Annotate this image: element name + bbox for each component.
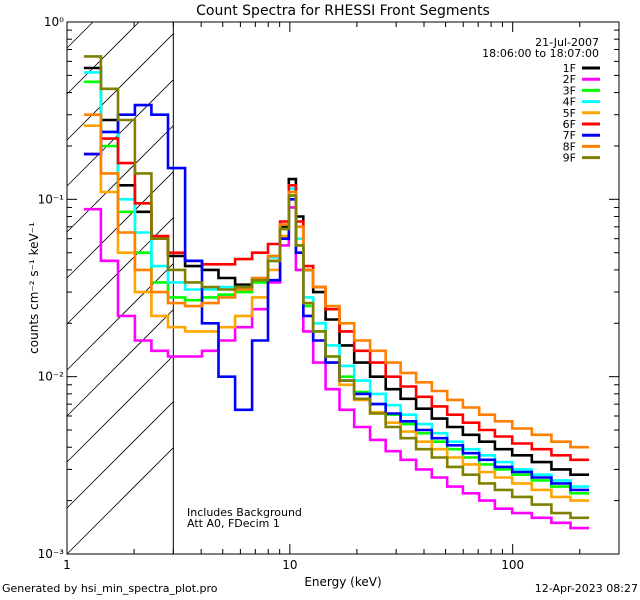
- legend-label-3F: 3F: [563, 84, 576, 97]
- series-line-8F: [83, 113, 590, 449]
- hatch-line: [66, 33, 174, 141]
- hatch-line: [66, 21, 140, 95]
- hatch-line: [66, 355, 174, 463]
- legend-label-9F: 9F: [563, 152, 576, 165]
- legend-label-2F: 2F: [563, 73, 576, 86]
- footer-timestamp: 12-Apr-2023 08:27: [534, 582, 638, 595]
- legend-label-8F: 8F: [563, 140, 576, 153]
- legend-label-7F: 7F: [563, 129, 576, 142]
- footer-generated-by: Generated by hsi_min_spectra_plot.pro: [2, 582, 218, 595]
- axes: 1 10 100 10⁰ 10⁻¹ 10⁻² 10⁻³: [38, 15, 620, 572]
- chart-title: Count Spectra for RHESSI Front Segments: [196, 3, 490, 19]
- series-line-7F: [83, 103, 590, 492]
- legend-label-4F: 4F: [563, 96, 576, 109]
- legend-label-6F: 6F: [563, 118, 576, 131]
- y-tick-label: 10⁻³: [38, 547, 65, 561]
- hatch-line: [66, 401, 174, 509]
- hatch-line: [66, 309, 174, 417]
- time-range-label: 18:06:00 to 18:07:00: [482, 47, 599, 60]
- annotation-attenuator: Att A0, FDecim 1: [187, 517, 280, 530]
- hatch-line: [66, 171, 174, 279]
- hatch-line: [66, 79, 174, 187]
- date-label: 21-Jul-2007: [535, 36, 599, 49]
- hatch-line: [66, 447, 174, 555]
- x-tick-label: 10: [282, 558, 297, 572]
- legend-label-1F: 1F: [563, 62, 576, 75]
- y-axis-label: counts cm⁻² s⁻¹ keV⁻¹: [27, 222, 41, 354]
- y-tick-label: 10⁻¹: [38, 192, 65, 206]
- series-line-9F: [83, 55, 590, 520]
- legend-label-5F: 5F: [563, 107, 576, 120]
- x-tick-label: 100: [501, 558, 524, 572]
- x-axis-label: Energy (keV): [304, 575, 381, 589]
- y-tick-label: 10⁻²: [38, 370, 65, 384]
- y-tick-label: 10⁰: [44, 15, 64, 29]
- annotation-background: Includes Background: [187, 506, 302, 519]
- x-tick-label: 1: [63, 558, 71, 572]
- plot-frame: [66, 21, 620, 555]
- hatch-line: [66, 125, 174, 233]
- series-line-1F: [83, 66, 590, 476]
- hatch-line: [66, 21, 94, 49]
- series-layer: [83, 55, 590, 530]
